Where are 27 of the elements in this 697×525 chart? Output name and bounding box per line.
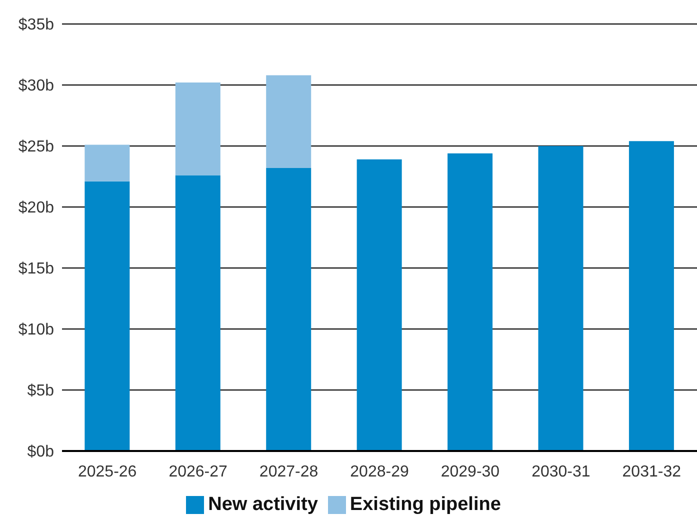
x-tick-label: 2026-27 bbox=[168, 463, 228, 480]
bar bbox=[356, 159, 402, 451]
y-tick-label: $0b bbox=[27, 444, 54, 461]
bar bbox=[84, 144, 130, 182]
y-tick-label: $10b bbox=[18, 322, 54, 339]
y-tick-label: $5b bbox=[27, 382, 54, 400]
bar bbox=[175, 82, 220, 176]
y-tick-label: $25b bbox=[18, 138, 54, 156]
x-tick-label: 2028-29 bbox=[350, 463, 409, 480]
bar bbox=[175, 175, 220, 451]
y-tick-label: $30b bbox=[18, 78, 54, 95]
bar bbox=[84, 181, 130, 451]
y-tick-label: $35b bbox=[18, 16, 54, 34]
x-tick-label: 2029-30 bbox=[440, 463, 500, 480]
x-tick-label: 2030-31 bbox=[532, 463, 590, 480]
bar bbox=[266, 168, 312, 451]
x-tick-label: 2025-26 bbox=[78, 463, 137, 480]
legend-label: New activity bbox=[208, 494, 318, 515]
bar bbox=[266, 75, 312, 168]
y-tick-label: $15b bbox=[18, 260, 54, 278]
bar bbox=[448, 153, 493, 451]
bar bbox=[538, 146, 584, 451]
legend-label: Existing pipeline bbox=[350, 494, 501, 515]
bar bbox=[628, 141, 674, 451]
x-tick-label: 2031-32 bbox=[622, 463, 682, 480]
y-tick-label: $20b bbox=[18, 200, 54, 217]
x-tick-label: 2027-28 bbox=[259, 463, 318, 480]
